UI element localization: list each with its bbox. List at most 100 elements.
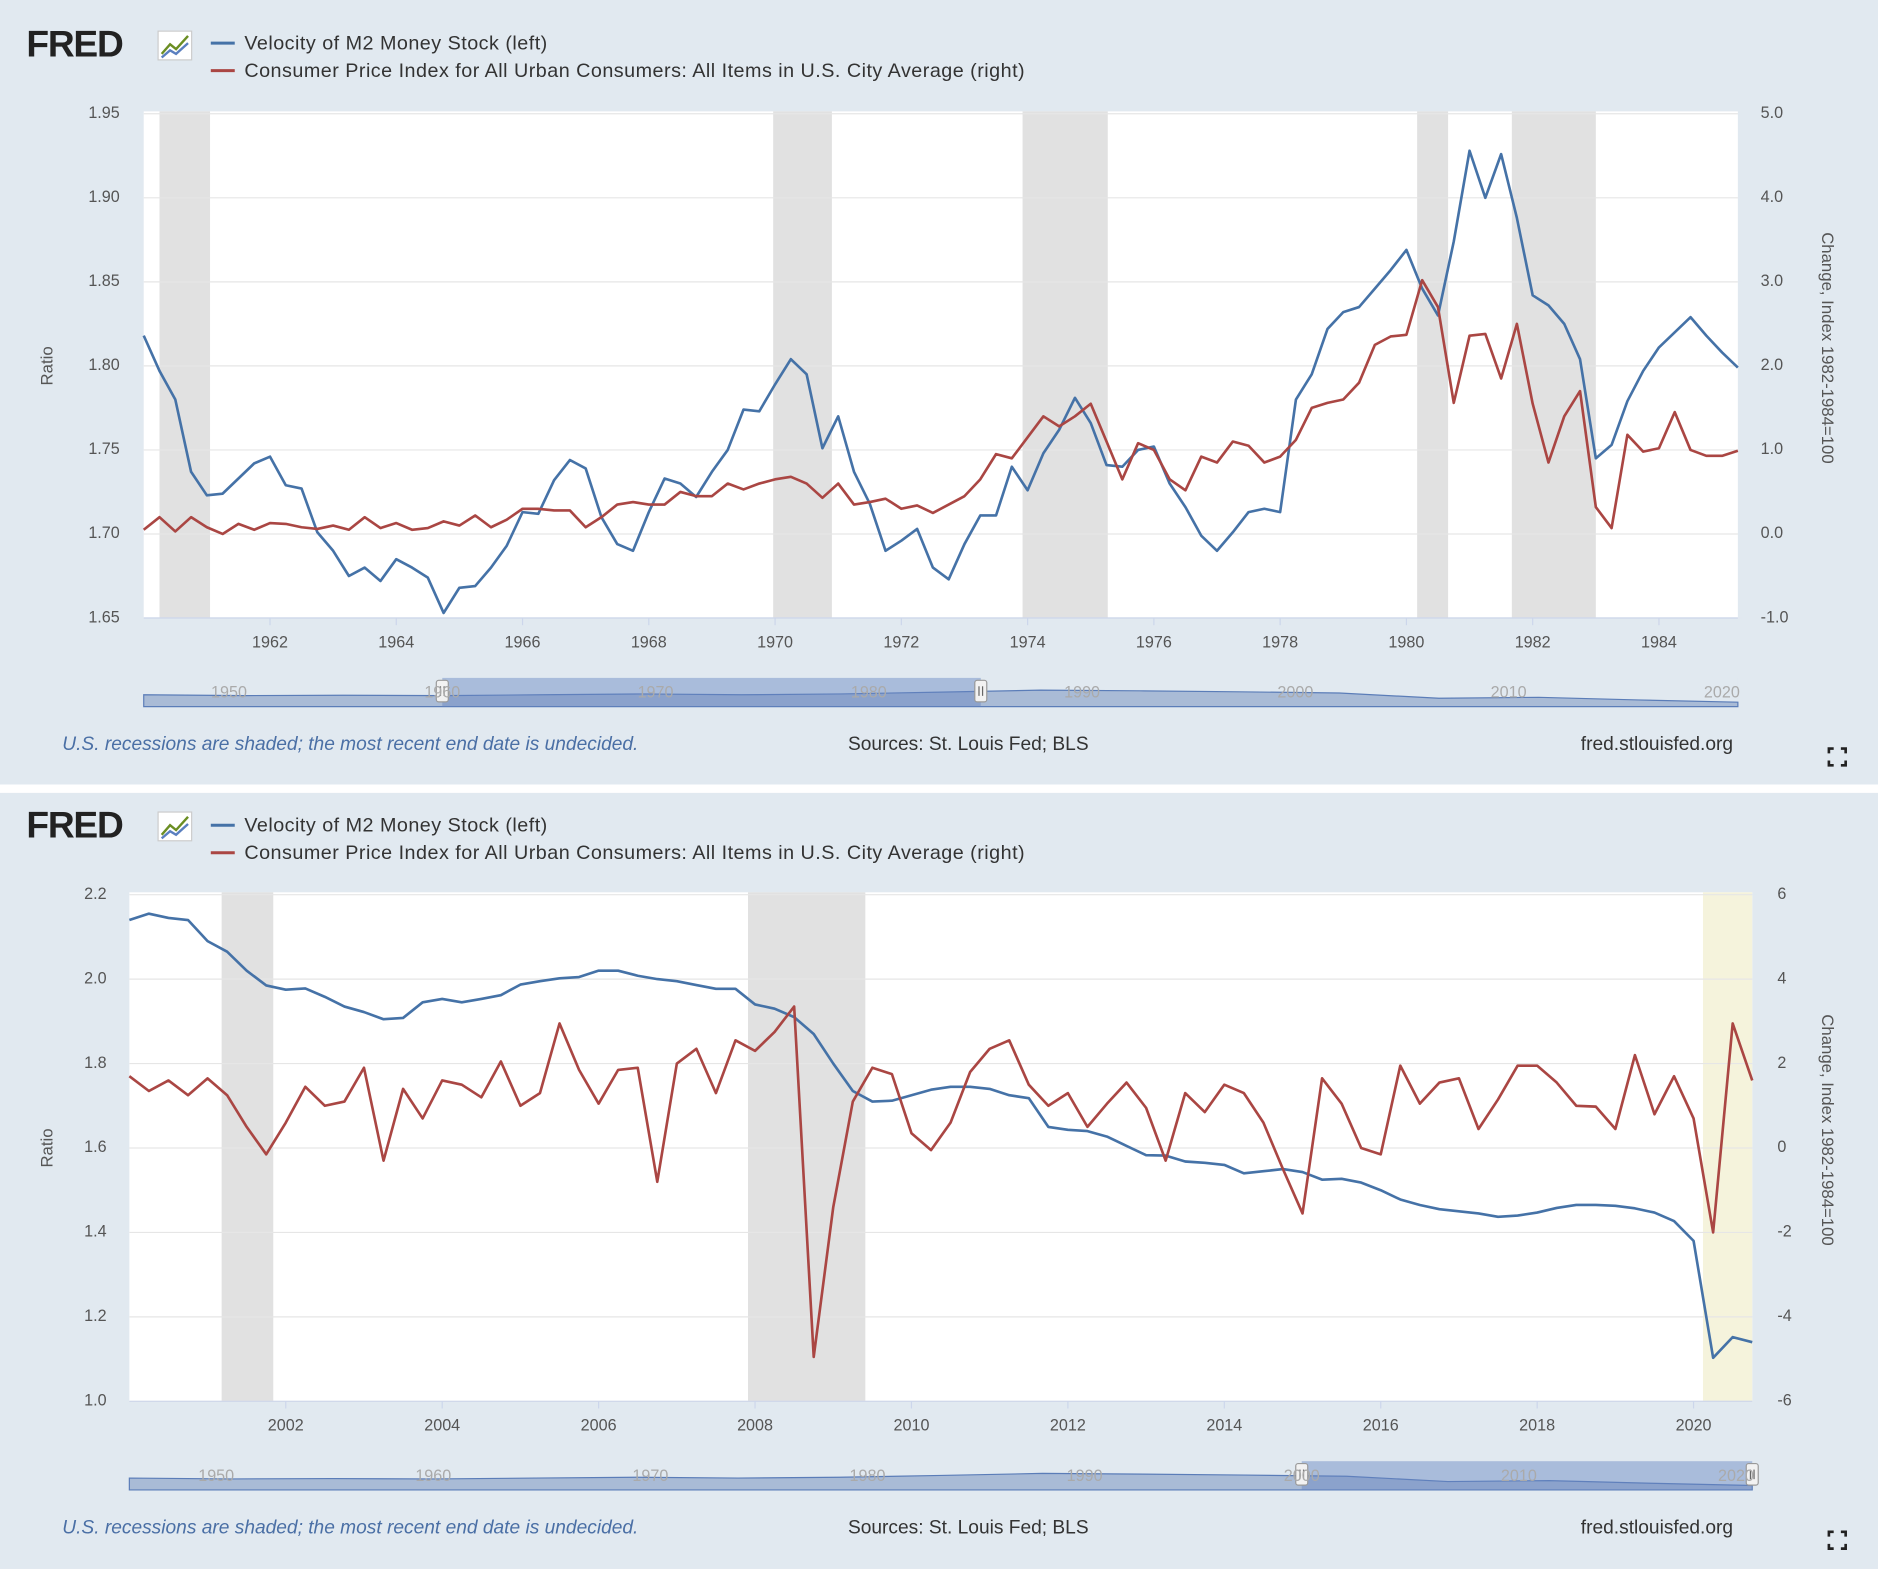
navigator-tick-label: 1960 bbox=[415, 1467, 451, 1485]
y-tick-label: 2.2 bbox=[84, 885, 106, 903]
x-tick-label: 2004 bbox=[424, 1417, 460, 1435]
x-tick-label: 2016 bbox=[1363, 1417, 1399, 1435]
recession-band bbox=[773, 111, 832, 619]
y-tick-label: 1.8 bbox=[84, 1054, 106, 1072]
x-tick-label: 1972 bbox=[883, 633, 919, 651]
ongoing-recession-band bbox=[1702, 892, 1753, 1402]
navigator-tick-label: 1950 bbox=[198, 1467, 234, 1485]
legend-label: Velocity of M2 Money Stock (left) bbox=[244, 33, 547, 55]
x-tick-label: 1970 bbox=[757, 633, 793, 651]
logo: FRED bbox=[26, 23, 123, 65]
y2-tick-label: 2 bbox=[1777, 1054, 1786, 1072]
y2-tick-label: 2.0 bbox=[1761, 356, 1783, 374]
y2-tick-label: 3.0 bbox=[1761, 272, 1783, 290]
y2-tick-label: 0.0 bbox=[1761, 524, 1783, 542]
navigator-tick-label: 1970 bbox=[638, 684, 674, 702]
plot-background bbox=[129, 892, 1753, 1402]
y-axis-title: Ratio bbox=[37, 346, 56, 385]
y2-tick-label: -2 bbox=[1777, 1223, 1791, 1241]
x-tick-label: 1976 bbox=[1136, 633, 1172, 651]
y-tick-label: 1.75 bbox=[88, 440, 119, 458]
y2-axis-title: Change, Index 1982-1984=100 bbox=[1818, 1014, 1837, 1245]
legend-label: Velocity of M2 Money Stock (left) bbox=[244, 815, 547, 837]
legend-label: Consumer Price Index for All Urban Consu… bbox=[244, 842, 1025, 864]
site-link[interactable]: fred.stlouisfed.org bbox=[1581, 734, 1733, 755]
x-tick-label: 2006 bbox=[581, 1417, 617, 1435]
series-line bbox=[128, 912, 1753, 1360]
y-tick-label: 1.90 bbox=[88, 188, 119, 206]
y2-tick-label: -6 bbox=[1777, 1392, 1791, 1410]
legend-label: Consumer Price Index for All Urban Consu… bbox=[244, 60, 1025, 82]
y2-tick-label: 1.0 bbox=[1761, 440, 1783, 458]
navigator-series bbox=[143, 689, 1739, 708]
x-tick-label: 2014 bbox=[1206, 1417, 1242, 1435]
navigator-handle[interactable] bbox=[974, 679, 988, 703]
navigator-tick-label: 2000 bbox=[1284, 1467, 1320, 1485]
plot-background bbox=[143, 111, 1738, 619]
y2-tick-label: 4 bbox=[1777, 969, 1786, 987]
navigator-tick-label: 1960 bbox=[424, 684, 460, 702]
navigator-tick-label: 1990 bbox=[1067, 1467, 1103, 1485]
navigator-tick-label: 2010 bbox=[1501, 1467, 1537, 1485]
source: Sources: St. Louis Fed; BLS bbox=[848, 734, 1089, 755]
y-tick-label: 1.65 bbox=[88, 608, 119, 626]
navigator-tick-label: 2000 bbox=[1277, 684, 1313, 702]
recession-band bbox=[748, 892, 866, 1402]
series-line bbox=[142, 278, 1739, 536]
y2-tick-label: 0 bbox=[1777, 1138, 1786, 1156]
x-tick-label: 2018 bbox=[1519, 1417, 1555, 1435]
logo-icon-line bbox=[160, 816, 189, 836]
fullscreen-button[interactable] bbox=[1827, 1530, 1847, 1550]
navigator-tick-label: 1950 bbox=[211, 684, 247, 702]
y-axis-title: Ratio bbox=[37, 1128, 56, 1167]
recession-note: U.S. recessions are shaded; the most rec… bbox=[62, 734, 638, 755]
recession-band bbox=[221, 892, 274, 1402]
source: Sources: St. Louis Fed; BLS bbox=[848, 1517, 1089, 1538]
series-line bbox=[128, 1005, 1754, 1359]
x-tick-label: 1966 bbox=[505, 633, 541, 651]
y-tick-label: 2.0 bbox=[84, 969, 106, 987]
navigator-tick-label: 1970 bbox=[632, 1467, 668, 1485]
navigator-selection bbox=[442, 677, 981, 707]
x-tick-label: 2002 bbox=[268, 1417, 304, 1435]
navigator-tick-label: 1980 bbox=[851, 684, 887, 702]
navigator-handle[interactable] bbox=[1295, 1462, 1309, 1486]
y-tick-label: 1.2 bbox=[84, 1307, 106, 1325]
logo-icon-line bbox=[160, 35, 189, 55]
navigator-tick-label: 2020 bbox=[1704, 684, 1740, 702]
navigator-tick-label: 1980 bbox=[850, 1467, 886, 1485]
y-tick-label: 1.0 bbox=[84, 1392, 106, 1410]
y-tick-label: 1.95 bbox=[88, 104, 119, 122]
x-tick-label: 1974 bbox=[1010, 633, 1046, 651]
y2-tick-label: 4.0 bbox=[1761, 188, 1783, 206]
x-tick-label: 2008 bbox=[737, 1417, 773, 1435]
y-tick-label: 1.6 bbox=[84, 1138, 106, 1156]
x-tick-label: 2010 bbox=[893, 1417, 929, 1435]
navigator-tick-label: 2010 bbox=[1491, 684, 1527, 702]
y2-tick-label: 6 bbox=[1777, 885, 1786, 903]
logo: FRED bbox=[26, 803, 123, 845]
navigator-handle[interactable] bbox=[1745, 1462, 1759, 1486]
x-tick-label: 2012 bbox=[1050, 1417, 1086, 1435]
navigator-series bbox=[128, 1472, 1753, 1491]
navigator-selection bbox=[1301, 1461, 1753, 1490]
fullscreen-button[interactable] bbox=[1827, 747, 1847, 767]
logo-icon-line bbox=[160, 42, 189, 59]
series-line bbox=[142, 149, 1739, 615]
x-tick-label: 1968 bbox=[631, 633, 667, 651]
y2-tick-label: -4 bbox=[1777, 1307, 1791, 1325]
x-tick-label: 1978 bbox=[1262, 633, 1298, 651]
chart-panel: 1.65 1.70 1.75 1.80 1.85 1.90 1.95 -1.0 0.0 1.0 2.… bbox=[0, 0, 1878, 785]
navigator-handle[interactable] bbox=[435, 679, 449, 703]
navigator-tick-label: 2020 bbox=[1718, 1467, 1754, 1485]
x-tick-label: 1984 bbox=[1641, 633, 1677, 651]
y2-tick-label: 5.0 bbox=[1761, 104, 1783, 122]
y-tick-label: 1.70 bbox=[88, 524, 119, 542]
x-tick-label: 1980 bbox=[1388, 633, 1424, 651]
site-link[interactable]: fred.stlouisfed.org bbox=[1581, 1517, 1733, 1538]
recession-note: U.S. recessions are shaded; the most rec… bbox=[62, 1517, 638, 1538]
y-tick-label: 1.85 bbox=[88, 272, 119, 290]
y-tick-label: 1.4 bbox=[84, 1223, 106, 1241]
x-tick-label: 1964 bbox=[378, 633, 414, 651]
